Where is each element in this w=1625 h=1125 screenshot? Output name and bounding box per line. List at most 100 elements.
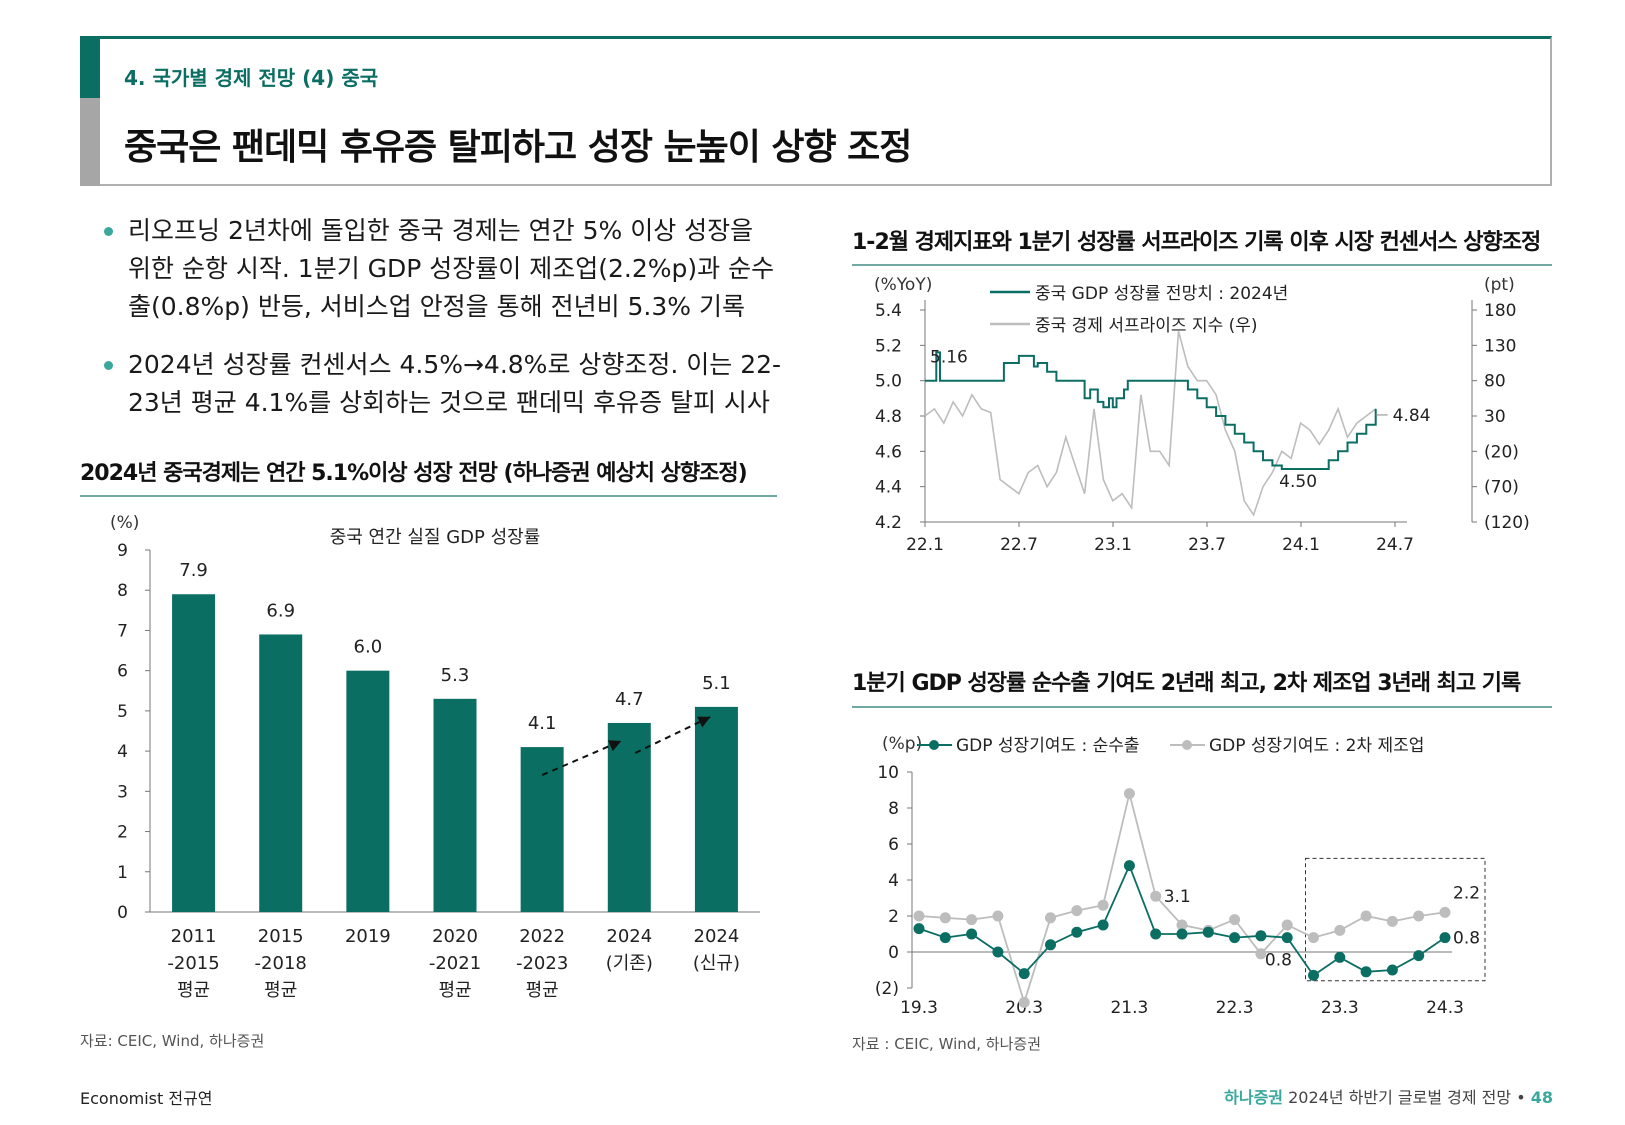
net-exports-point [1123,860,1135,872]
legend-label-forecast: 중국 GDP 성장률 전망치 : 2024년 [1035,284,1288,304]
y-tick-label: 8 [888,799,899,819]
y-tick-label: 6 [888,835,899,855]
right-tick-label: (20) [1484,442,1519,462]
x-category-label: 평균 [526,980,559,1001]
right-top-title: 1-2월 경제지표와 1분기 성장률 서프라이즈 기록 이후 시장 컨센서스 상… [852,230,1541,255]
bar [607,722,651,912]
trend-arrow [634,715,711,754]
x-category-label: -2021 [429,953,481,974]
bar-value-label: 7.9 [179,560,208,581]
right-tick-label: (70) [1484,478,1519,498]
y-unit-label: (%p) [882,734,922,754]
bar-value-label: 5.1 [702,673,731,694]
mid-label: 0.8 [1265,951,1292,971]
footer-separator: • [1516,1088,1526,1107]
manufacturing-point [1229,914,1241,926]
y-tick-label: 0 [117,903,128,923]
left-rule [80,495,777,497]
x-tick-label: 22.3 [1216,998,1254,1018]
x-tick-label: 24.3 [1426,998,1464,1018]
bar-value-label: 4.1 [528,713,557,734]
last-teal-label: 0.8 [1453,929,1480,949]
footer-brand: 하나증권 [1224,1088,1284,1107]
peak-label: 3.1 [1164,887,1191,907]
x-category-label: 2019 [345,926,391,947]
manufacturing-point [1097,899,1109,911]
net-exports-point [1360,966,1372,978]
manufacturing-point [1018,996,1030,1008]
net-exports-point [1281,932,1293,944]
header-accent-bar [80,36,100,98]
bullet-dot-icon [104,361,113,370]
bullet-1-line-2: 위한 순항 시작. 1분기 GDP 성장률이 제조업(2.2%p)과 순수 [128,254,775,283]
bar [259,634,303,912]
right-tick-label: 30 [1484,407,1506,427]
bar-value-label: 6.0 [354,637,383,658]
net-exports-point [1045,939,1056,951]
x-tick-label: 23.7 [1188,535,1226,555]
net-exports-point [1097,919,1109,931]
net-exports-point [1202,926,1214,938]
x-category-label: (기존) [606,953,653,974]
y-tick-label: 4 [888,871,899,891]
right-tick-label: 80 [1484,372,1506,392]
right-tick-label: 180 [1484,301,1516,321]
legend-label-surprise: 중국 경제 서프라이즈 지수 (우) [1035,316,1258,336]
y-tick-label: (2) [875,979,899,999]
bullet-1-line-3: 출(0.8%p) 반등, 서비스업 안정을 통해 전년비 5.3% 기록 [128,292,745,321]
manufacturing-point [1360,910,1372,922]
x-tick-label: 19.3 [900,998,938,1018]
right-unit-label: (pt) [1484,275,1515,295]
page-title: 중국은 팬데믹 후유증 탈피하고 성장 눈높이 상향 조정 [124,127,912,168]
manufacturing-point [1150,890,1162,902]
net-exports-point [1229,932,1241,944]
bar [172,594,216,912]
trend-arrow [541,740,622,777]
net-exports-point [1386,964,1398,976]
end-label: 4.84 [1393,406,1431,426]
x-category-label: 2011 [171,926,217,947]
x-category-label: 2024 [694,926,740,947]
manufacturing-point [1176,919,1188,931]
bar-value-label: 5.3 [441,665,470,686]
bullet-1-line-1: 리오프닝 2년차에 돌입한 중국 경제는 연간 5% 이상 성장을 [128,216,754,245]
manufacturing-point [1123,788,1135,800]
x-category-label: 평균 [177,980,210,1001]
left-tick-label: 4.6 [875,442,902,462]
y-tick-label: 6 [117,662,128,682]
left-tick-label: 4.2 [875,513,902,533]
surprise-index-line [924,330,1377,517]
manufacturing-point [1413,910,1425,922]
high-label: 5.16 [930,347,968,367]
footer-author: Economist 전규연 [80,1089,213,1108]
legend-label-net-exports: GDP 성장기여도 : 순수출 [956,736,1140,756]
footer-doc-title: 2024년 하반기 글로벌 경제 전망 [1288,1088,1512,1107]
x-category-label: (신규) [693,953,740,974]
net-exports-point [939,932,951,944]
bullet-2-line-2: 23년 평균 4.1%를 상회하는 것으로 팬데믹 후유증 탈피 시사 [128,388,770,417]
bullet-2: 2024년 성장률 컨센서스 4.5%→4.8%로 상향조정. 이는 22- 2… [104,346,808,422]
y-unit-label: (%) [110,513,139,533]
net-exports-point [1308,969,1319,981]
x-tick-label: 24.7 [1376,535,1414,555]
x-category-label: -2015 [167,953,219,974]
net-exports-point [992,946,1004,958]
bar [346,670,390,912]
x-category-label: -2023 [516,953,568,974]
last-gray-label: 2.2 [1453,883,1480,903]
x-tick-label: 21.3 [1110,998,1148,1018]
x-category-label: 2020 [432,926,478,947]
bar [520,747,564,912]
y-tick-label: 2 [888,907,899,927]
gdp-forecast-line [925,351,1377,470]
x-category-label: 2015 [258,926,304,947]
y-tick-label: 7 [117,621,128,641]
legend-marker-gray [1182,740,1192,750]
net-exports-point [966,928,978,940]
net-exports-point [1334,951,1346,963]
chart-title: 중국 연간 실질 GDP 성장률 [330,527,541,548]
x-tick-label: 20.3 [1005,998,1043,1018]
x-tick-label: 22.1 [906,535,944,555]
manufacturing-point [1334,924,1346,936]
right-bottom-rule [852,706,1552,708]
